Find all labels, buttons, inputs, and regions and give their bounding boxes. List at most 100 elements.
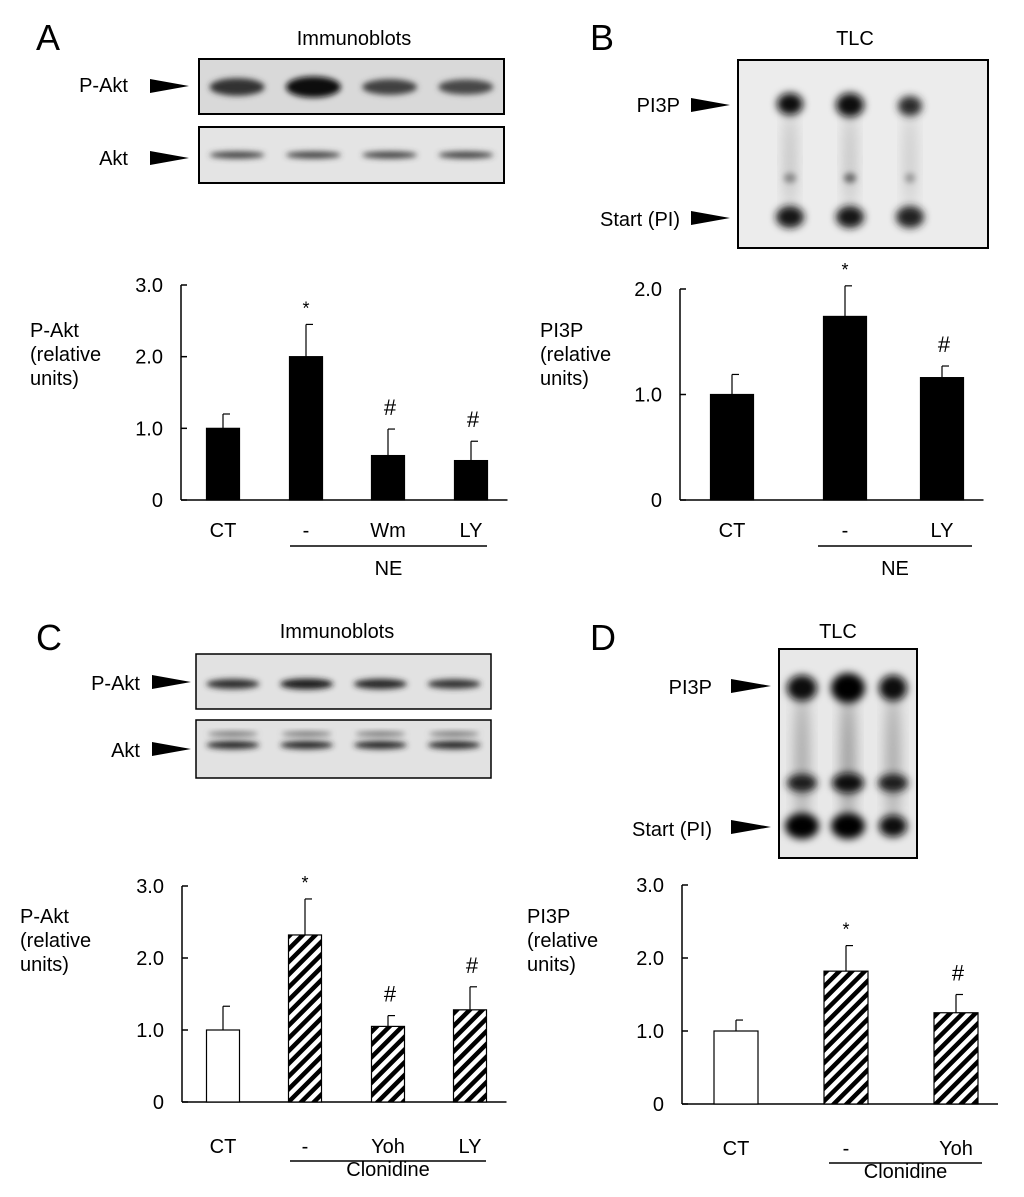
y-axis-label: P-Akt (relative units) [30, 320, 101, 390]
blot-band [207, 731, 258, 737]
bar [287, 934, 323, 1103]
blot-band [427, 679, 481, 689]
bar [288, 356, 324, 501]
y-tick-label: 0 [651, 490, 662, 512]
significance-mark: * [842, 920, 849, 940]
blot-band [206, 679, 260, 689]
bar [370, 1025, 406, 1103]
panel-c-header: Immunoblots [280, 621, 395, 643]
y-tick-label: 1.0 [634, 385, 662, 407]
category-label: Wm [370, 520, 406, 542]
group-label: NE [881, 558, 909, 580]
tlc-mark-label: PI3P [669, 677, 712, 699]
blot-akt-a [198, 126, 505, 184]
chart-a: 0 1.0 2.0 3.0 P-Akt (relative units) CT * - # Wm # LY… [30, 275, 508, 580]
y-axis-label-line: PI3P [527, 906, 570, 928]
category-label: - [303, 520, 310, 542]
panel-d-letter: D [590, 617, 616, 658]
bar [205, 1029, 241, 1103]
tlc-plate-d [778, 648, 918, 859]
y-axis-label-line: units) [540, 368, 589, 390]
y-axis-label-line: units) [527, 954, 576, 976]
category-label: - [842, 520, 849, 542]
blot-frame [195, 719, 492, 779]
blot-label: P-Akt [91, 673, 140, 695]
y-axis-label: P-Akt (relative units) [20, 906, 91, 976]
y-tick-label: 1.0 [636, 1021, 664, 1043]
y-tick-label: 1.0 [136, 1020, 164, 1042]
panel-b-letter: B [590, 17, 614, 58]
y-tick-label: 0 [653, 1094, 664, 1116]
bar [823, 970, 869, 1105]
significance-mark: # [467, 407, 480, 432]
panel-b-header: TLC [836, 28, 874, 50]
y-tick-label: 1.0 [135, 418, 163, 440]
group-label: Clonidine [864, 1161, 947, 1183]
category-label: CT [723, 1138, 750, 1160]
blot-band [438, 79, 494, 95]
blot-band [429, 731, 480, 737]
blot-band [280, 740, 334, 750]
arrowhead-marker [691, 211, 730, 225]
chart-c: 0 1.0 2.0 3.0 P-Akt (relative units) CT * - # Yoh # L… [20, 873, 507, 1181]
panel-a-header: Immunoblots [297, 28, 412, 50]
bar [713, 1030, 759, 1105]
y-tick-label: 2.0 [636, 948, 664, 970]
blot-band [281, 731, 332, 737]
blot-band [438, 151, 494, 159]
panel-c-letter: C [36, 617, 62, 658]
panel-a: A Immunoblots P-Akt Akt 01.02.03.0P-Akt(… [30, 17, 508, 580]
blot-band [206, 740, 260, 750]
blot-band [209, 151, 265, 159]
y-axis-label-line: P-Akt [20, 906, 69, 928]
y-axis-label: PI3P (relative units) [540, 320, 611, 390]
arrowhead-marker [152, 742, 191, 756]
y-axis-label-line: (relative [30, 344, 101, 366]
panel-b: B TLC PI3P Start (PI) 0 1.0 2.0 PI3P [540, 17, 989, 580]
panel-d: D TLC PI3P Start (PI) 01.02.03.0P [527, 617, 998, 1183]
blot-akt-c [195, 719, 492, 779]
y-tick-label: 3.0 [135, 275, 163, 297]
blot-band [353, 678, 407, 690]
blot-pakt-c [195, 653, 492, 710]
y-tick-label: 2.0 [136, 948, 164, 970]
significance-mark: # [466, 953, 479, 978]
bar [933, 1012, 979, 1105]
arrowhead-marker [150, 151, 189, 165]
blot-band [362, 151, 418, 159]
significance-mark: # [952, 961, 965, 986]
blot-band [353, 740, 407, 750]
tlc-spots [776, 93, 924, 228]
blot-band [362, 79, 418, 95]
group-label: Clonidine [346, 1159, 429, 1181]
category-label: LY [459, 1136, 482, 1158]
arrowhead-marker [731, 679, 771, 693]
category-label: - [302, 1136, 309, 1158]
y-axis-label-line: units) [30, 368, 79, 390]
tlc-plate-b [737, 59, 989, 249]
arrowhead-marker [731, 820, 771, 834]
y-tick-label: 3.0 [636, 875, 664, 897]
bar [709, 393, 755, 501]
y-axis-label-line: (relative [540, 344, 611, 366]
bar [919, 377, 965, 501]
y-axis-label-line: units) [20, 954, 69, 976]
category-label: Yoh [939, 1138, 973, 1160]
significance-mark: # [384, 395, 397, 420]
panel-d-header: TLC [819, 621, 857, 643]
y-tick-label: 2.0 [135, 347, 163, 369]
y-axis-label: PI3P (relative units) [527, 906, 598, 976]
arrowhead-marker [152, 675, 191, 689]
panel-a-letter: A [36, 17, 60, 58]
blot-label: Akt [99, 148, 128, 170]
bar [452, 1009, 488, 1103]
y-tick-label: 0 [152, 490, 163, 512]
category-label: LY [460, 520, 483, 542]
category-label: CT [719, 520, 746, 542]
significance-mark: * [301, 873, 308, 893]
category-label: CT [210, 520, 237, 542]
chart-b: 0 1.0 2.0 PI3P (relative units) CT * - # LY NE [540, 260, 984, 580]
blot-band [427, 740, 481, 750]
bar [822, 315, 868, 501]
